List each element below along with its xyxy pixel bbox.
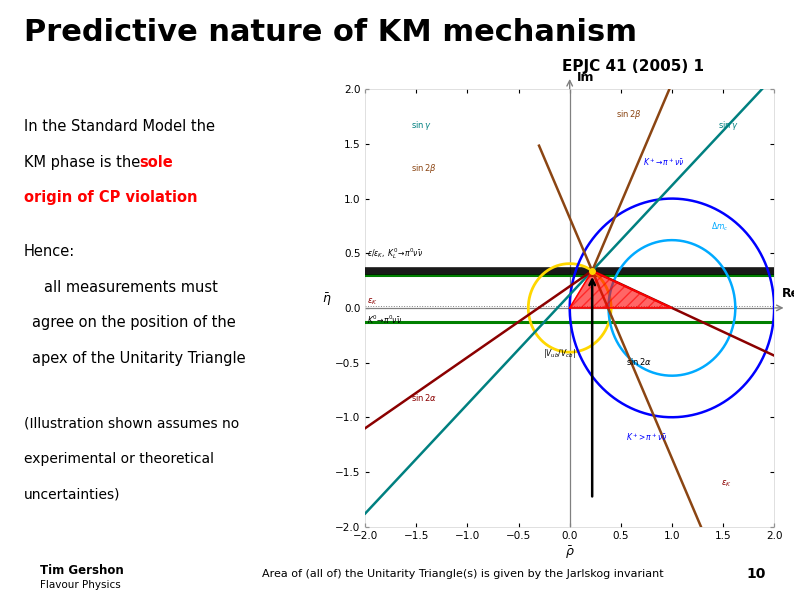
- Text: Hence:: Hence:: [24, 244, 75, 259]
- Text: agree on the position of the: agree on the position of the: [32, 315, 236, 330]
- Text: KM phase is the: KM phase is the: [24, 155, 145, 170]
- Text: Predictive nature of KM mechanism: Predictive nature of KM mechanism: [24, 18, 637, 47]
- Text: (Illustration shown assumes no: (Illustration shown assumes no: [24, 416, 239, 431]
- Text: uncertainties): uncertainties): [24, 488, 121, 502]
- Text: all measurements must: all measurements must: [44, 280, 218, 295]
- Text: Re: Re: [782, 287, 794, 300]
- Text: Area of (all of) the Unitarity Triangle(s) is given by the Jarlskog invariant: Area of (all of) the Unitarity Triangle(…: [262, 569, 664, 578]
- Text: $\sin 2\beta$: $\sin 2\beta$: [615, 108, 642, 121]
- X-axis label: $\bar{\rho}$: $\bar{\rho}$: [565, 544, 575, 560]
- Text: $\sin 2\alpha$: $\sin 2\alpha$: [411, 392, 437, 403]
- Text: $\sin\gamma$: $\sin\gamma$: [718, 118, 738, 131]
- Text: $K^0\!\to\!\pi^0\nu\bar\nu$: $K^0\!\to\!\pi^0\nu\bar\nu$: [368, 313, 403, 325]
- Text: EPJC 41 (2005) 1: EPJC 41 (2005) 1: [562, 60, 704, 74]
- Text: $\varepsilon_K$: $\varepsilon_K$: [721, 478, 732, 488]
- Text: $\sin 2\alpha$: $\sin 2\alpha$: [626, 356, 652, 367]
- Text: experimental or theoretical: experimental or theoretical: [24, 452, 214, 466]
- Text: $|V_{ub}/V_{cb}|$: $|V_{ub}/V_{cb}|$: [543, 347, 576, 360]
- Text: apex of the Unitarity Triangle: apex of the Unitarity Triangle: [32, 351, 245, 366]
- Text: $K^+\!>\!\pi^+\nu\bar\nu$: $K^+\!>\!\pi^+\nu\bar\nu$: [626, 431, 668, 443]
- Text: origin of CP violation: origin of CP violation: [24, 190, 198, 205]
- Text: 10: 10: [747, 566, 766, 581]
- Text: $\varepsilon/\varepsilon_K,\ K^0_L\!\to\!\pi^0\nu\bar\nu$: $\varepsilon/\varepsilon_K,\ K^0_L\!\to\…: [368, 246, 423, 261]
- Text: $\Delta m_c$: $\Delta m_c$: [711, 220, 728, 233]
- Text: Im: Im: [577, 71, 595, 84]
- Text: $\sin 2\beta$: $\sin 2\beta$: [411, 162, 437, 176]
- Text: Tim Gershon: Tim Gershon: [40, 564, 123, 577]
- Text: sole: sole: [139, 155, 173, 170]
- Text: $\sin\gamma$: $\sin\gamma$: [411, 118, 432, 131]
- Y-axis label: $\bar{\eta}$: $\bar{\eta}$: [322, 292, 331, 308]
- Text: Flavour Physics: Flavour Physics: [40, 580, 121, 590]
- Text: $K^+\!\to\!\pi^+\nu\bar\nu$: $K^+\!\to\!\pi^+\nu\bar\nu$: [643, 156, 684, 168]
- Text: In the Standard Model the: In the Standard Model the: [24, 119, 215, 134]
- Text: $\varepsilon_K$: $\varepsilon_K$: [368, 297, 378, 307]
- Polygon shape: [570, 271, 672, 308]
